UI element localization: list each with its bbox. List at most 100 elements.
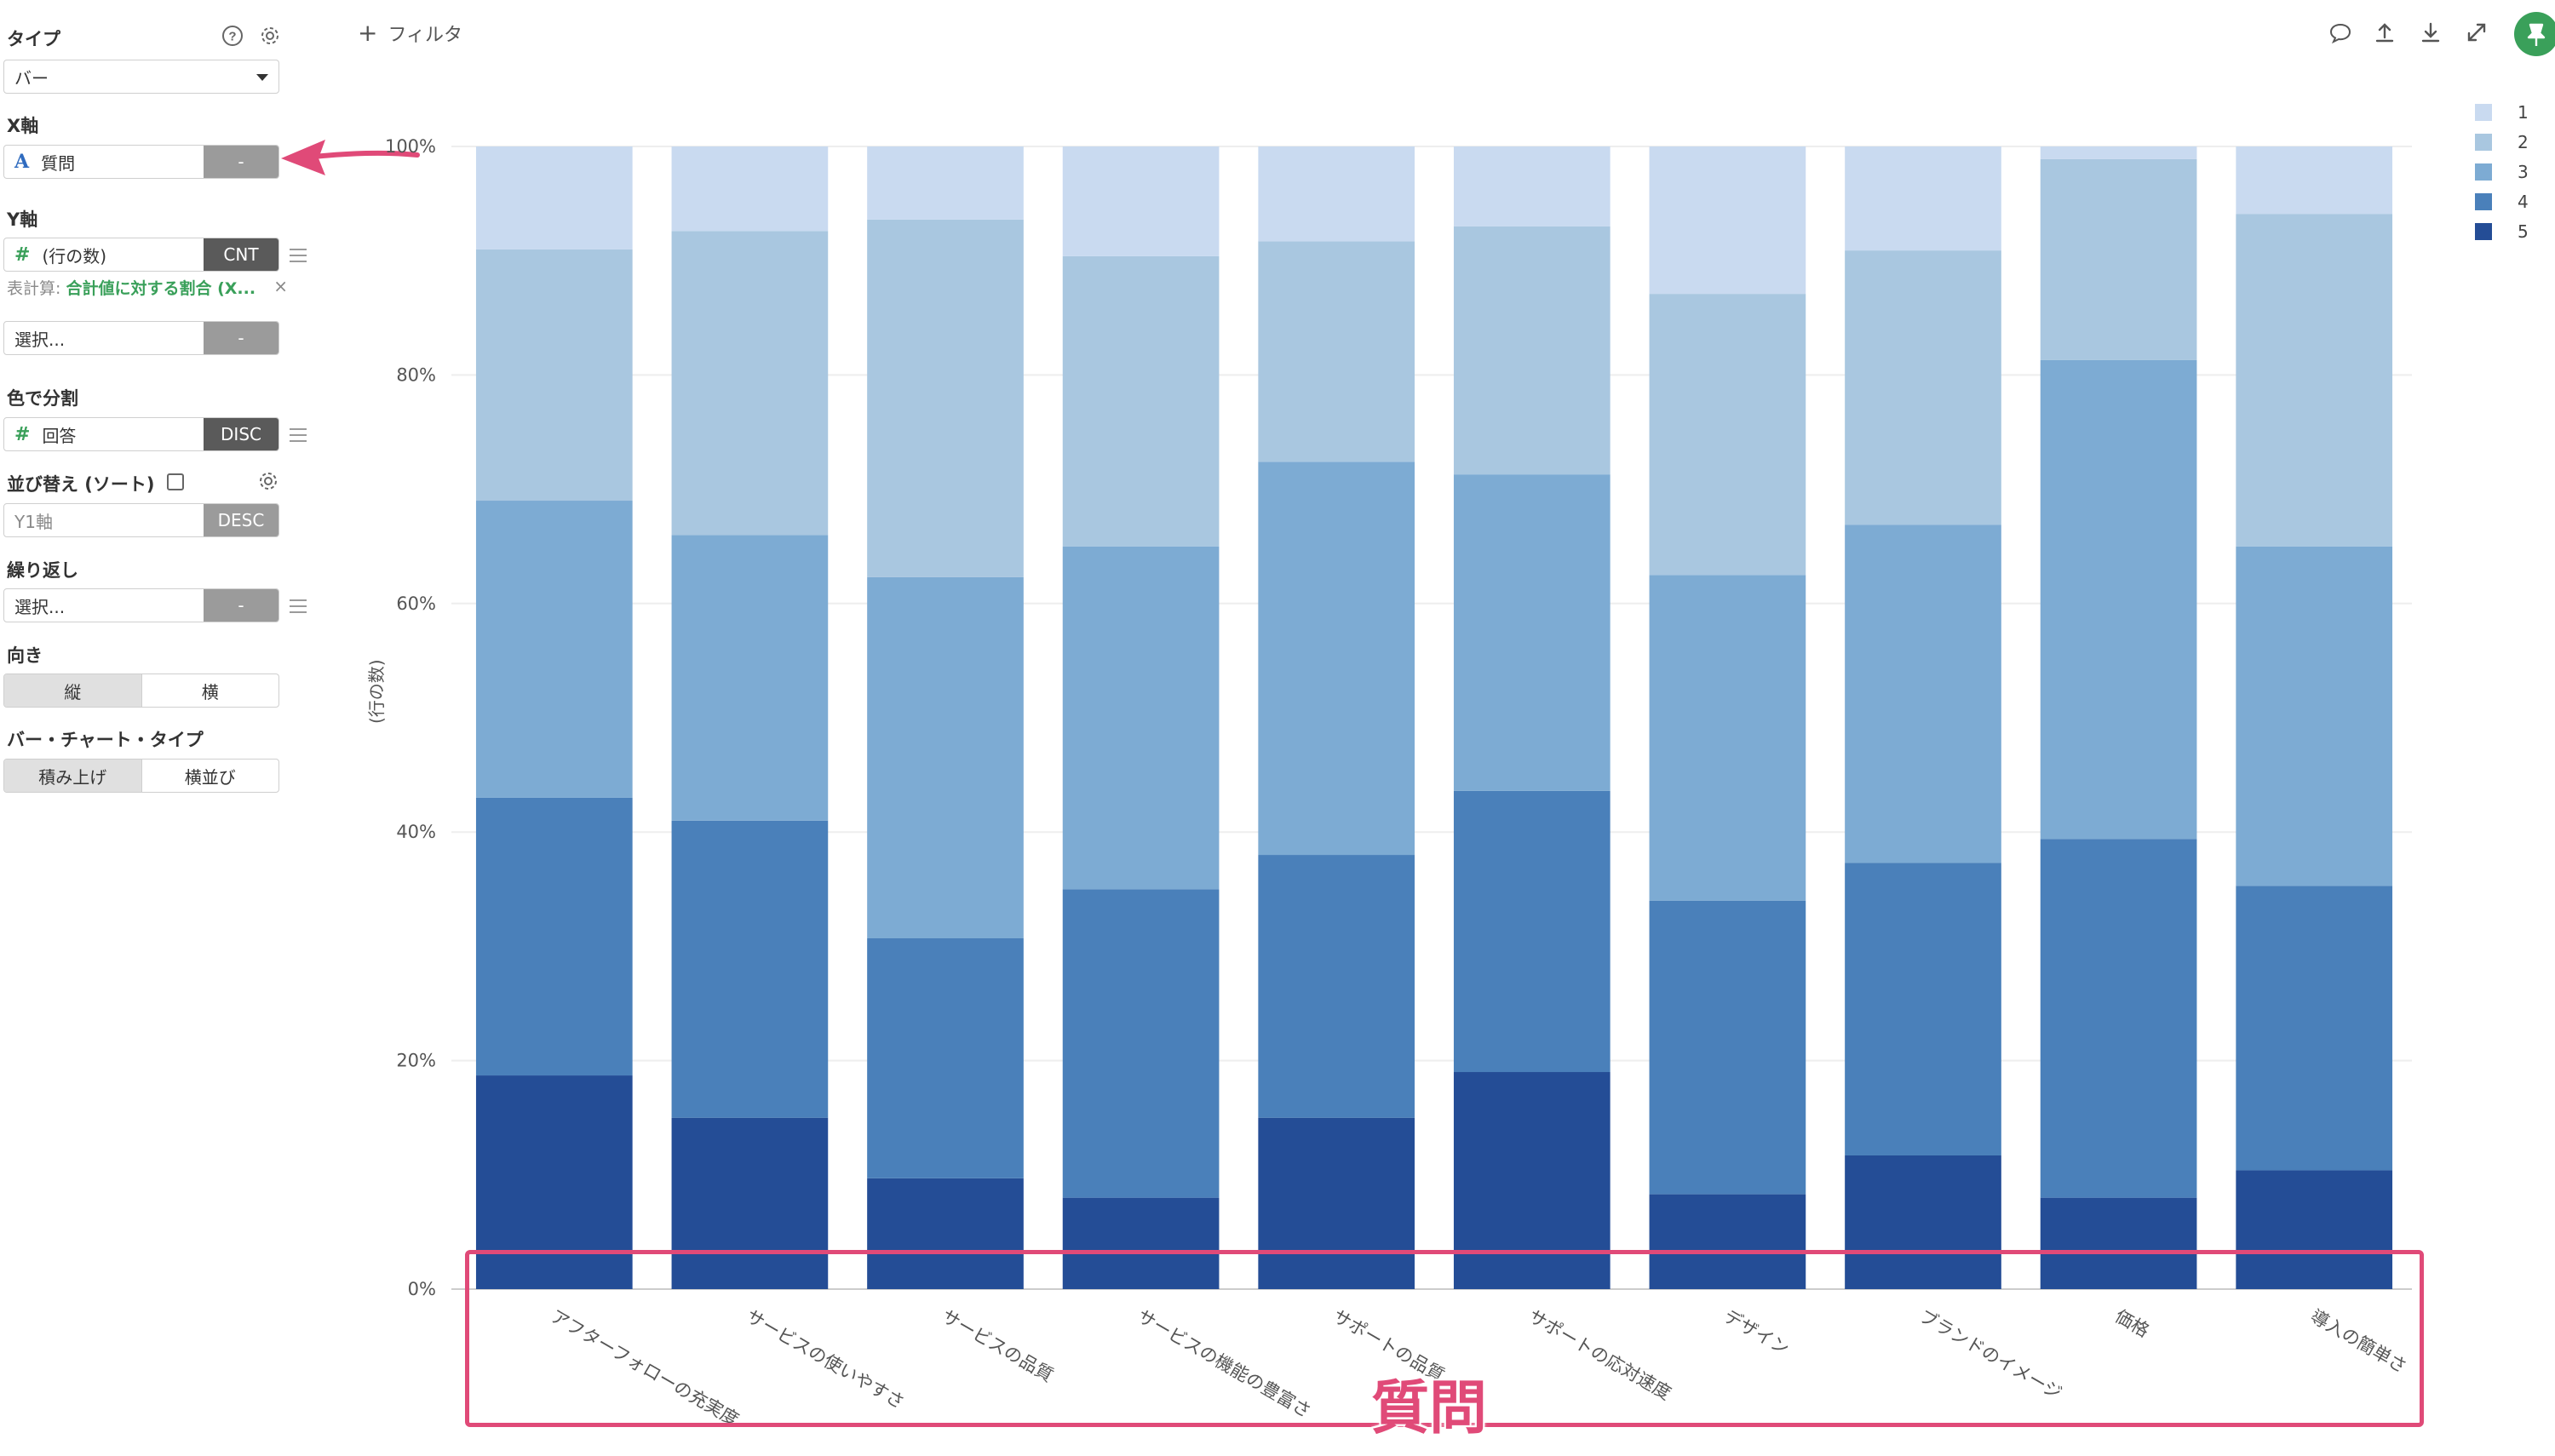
repeat-field[interactable]: 選択... - [3, 588, 279, 622]
legend-item-5[interactable]: 5 [2475, 216, 2529, 246]
bar-stack[interactable] [1453, 146, 1611, 1289]
bar-segment-1[interactable] [475, 146, 633, 249]
bar-segment-2[interactable] [671, 231, 829, 536]
bar-segment-3[interactable] [2040, 359, 2197, 840]
bar-segment-3[interactable] [1845, 525, 2001, 863]
bar-segment-4[interactable] [671, 820, 829, 1118]
y-axis-title: (行の数) [366, 659, 387, 724]
bar-segment-2[interactable] [1845, 250, 2001, 525]
bar-segment-4[interactable] [1845, 863, 2001, 1155]
gear-icon[interactable] [257, 470, 279, 492]
bar-segment-2[interactable] [867, 219, 1024, 577]
bar-segment-3[interactable] [867, 576, 1024, 939]
bar-segment-4[interactable] [2236, 886, 2393, 1171]
legend-item-2[interactable]: 2 [2475, 127, 2529, 157]
legend-label: 4 [2518, 191, 2529, 212]
bar-stack[interactable] [1258, 146, 1415, 1289]
bar-segment-3[interactable] [1062, 546, 1220, 890]
bar-segment-3[interactable] [1258, 461, 1415, 856]
pin-button[interactable] [2514, 12, 2555, 56]
bar-segment-1[interactable] [671, 146, 829, 232]
sort-field-name: Y1軸 [14, 511, 53, 532]
bar-segment-5[interactable] [1649, 1194, 1806, 1289]
bar-segment-3[interactable] [475, 501, 633, 798]
bar-type-stacked-button[interactable]: 積み上げ [4, 760, 142, 792]
x-axis-aggregation-button[interactable]: - [204, 146, 278, 178]
gear-icon[interactable] [259, 25, 281, 47]
bar-segment-4[interactable] [2040, 839, 2197, 1198]
sort-order-button[interactable]: DESC [204, 504, 278, 536]
bar-stack[interactable] [867, 146, 1024, 1289]
bar-segment-1[interactable] [1649, 146, 1806, 295]
bar-segment-4[interactable] [475, 797, 633, 1076]
bar-segment-3[interactable] [671, 535, 829, 821]
bar-segment-1[interactable] [867, 146, 1024, 220]
orientation-vertical-button[interactable]: 縦 [4, 674, 142, 707]
bar-segment-4[interactable] [1062, 889, 1220, 1198]
upload-icon[interactable] [2373, 20, 2397, 44]
bar-segment-1[interactable] [1062, 146, 1220, 256]
orientation-toggle: 縦 横 [3, 674, 279, 708]
legend-item-3[interactable]: 3 [2475, 157, 2529, 186]
bar-stack[interactable] [2040, 146, 2197, 1289]
bar-stack[interactable] [1062, 146, 1220, 1289]
svg-text:?: ? [228, 30, 236, 44]
sort-field[interactable]: Y1軸 DESC [3, 503, 279, 537]
color-menu-icon[interactable] [290, 428, 307, 442]
bar-stack[interactable] [475, 146, 633, 1289]
bar-segment-4[interactable] [1453, 790, 1611, 1073]
bar-stack[interactable] [671, 146, 829, 1289]
download-icon[interactable] [2419, 20, 2443, 44]
bar-segment-2[interactable] [1062, 255, 1220, 547]
bar-segment-5[interactable] [1845, 1155, 2001, 1289]
y-axis-2-aggregation-button[interactable]: - [204, 322, 278, 354]
bar-segment-5[interactable] [1258, 1117, 1415, 1289]
bar-type-grouped-button[interactable]: 横並び [184, 766, 236, 788]
add-filter-button[interactable]: + フィルタ [358, 19, 462, 47]
y-axis-menu-icon[interactable] [290, 249, 307, 262]
bar-segment-5[interactable] [671, 1117, 829, 1289]
bar-segment-3[interactable] [1649, 575, 1806, 901]
bar-segment-2[interactable] [1258, 241, 1415, 462]
bar-segment-2[interactable] [2040, 158, 2197, 360]
bar-segment-5[interactable] [1062, 1197, 1220, 1289]
help-icon[interactable]: ? [221, 25, 244, 47]
comment-icon[interactable] [2328, 20, 2352, 44]
expand-icon[interactable] [2465, 20, 2489, 44]
color-aggregation-button[interactable]: DISC [204, 418, 278, 450]
bar-segment-1[interactable] [2236, 146, 2393, 215]
bar-segment-4[interactable] [867, 938, 1024, 1178]
legend-item-1[interactable]: 1 [2475, 97, 2529, 127]
bar-segment-3[interactable] [1453, 474, 1611, 791]
bar-segment-3[interactable] [2236, 546, 2393, 886]
bar-segment-5[interactable] [2236, 1170, 2393, 1289]
bar-segment-2[interactable] [2236, 214, 2393, 547]
repeat-menu-icon[interactable] [290, 599, 307, 613]
bar-segment-4[interactable] [1258, 855, 1415, 1118]
bar-stack[interactable] [2236, 146, 2393, 1289]
y-axis-field[interactable]: # (行の数) CNT [3, 238, 279, 272]
chart-type-select[interactable]: バー [3, 60, 279, 94]
orientation-horizontal-button[interactable]: 横 [201, 681, 219, 702]
bar-segment-5[interactable] [2040, 1197, 2197, 1289]
bar-segment-2[interactable] [1453, 226, 1611, 475]
bar-segment-1[interactable] [2040, 146, 2197, 159]
x-axis-field[interactable]: A 質問 - [3, 145, 279, 179]
bar-stack[interactable] [1845, 146, 2001, 1289]
bar-segment-5[interactable] [867, 1178, 1024, 1289]
bar-segment-2[interactable] [1649, 294, 1806, 576]
bar-segment-4[interactable] [1649, 900, 1806, 1195]
legend-item-4[interactable]: 4 [2475, 186, 2529, 216]
y-axis-2-field[interactable]: 選択... - [3, 321, 279, 355]
y-axis-aggregation-button[interactable]: CNT [204, 238, 278, 271]
sort-checkbox[interactable] [167, 473, 184, 490]
bar-segment-1[interactable] [1453, 146, 1611, 226]
repeat-aggregation-button[interactable]: - [204, 589, 278, 622]
bar-segment-2[interactable] [475, 249, 633, 502]
color-field[interactable]: # 回答 DISC [3, 417, 279, 451]
bar-segment-1[interactable] [1258, 146, 1415, 242]
bar-segment-1[interactable] [1845, 146, 2001, 251]
bar-stack[interactable] [1649, 146, 1806, 1289]
table-calculation-value[interactable]: 合計値に対する割合 (X... [66, 279, 256, 298]
close-icon[interactable]: × [273, 276, 288, 296]
